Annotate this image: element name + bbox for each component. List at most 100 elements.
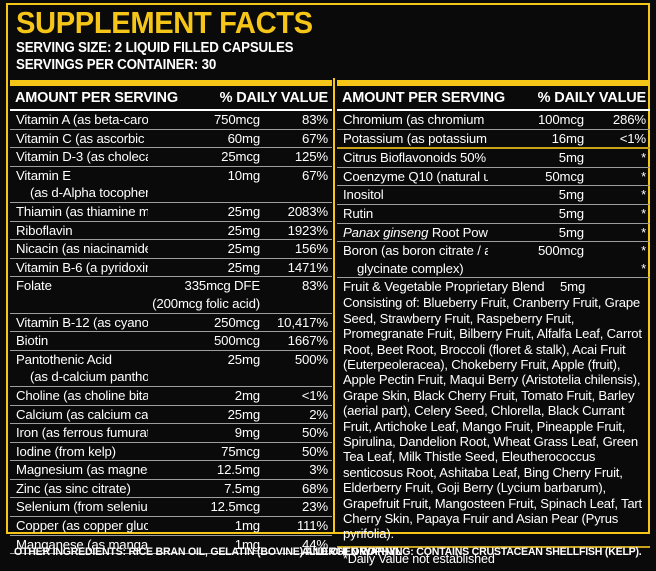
nutrient-amount: 1mg [234,518,260,534]
nutrient-name: Potassium (as potassium citrate) [343,130,488,146]
nutrient-daily-value: 2% [309,406,328,422]
allergen-warning-line: ALLERGEN WARNING: CONTAINS CRUSTACEAN SH… [302,546,642,558]
nutrient-row: Zinc (as sinc citrate) 7.5mg 68% [10,480,332,499]
nutrient-row: glycinate complex) * [337,260,650,279]
nutrient-daily-value: 3% [309,462,328,478]
nutrient-daily-value: 1471% [287,259,328,275]
proprietary-blend-name: Fruit & Vegetable Proprietary Blend [343,279,545,295]
nutrient-daily-value: 67% [302,130,328,146]
nutrient-row: Calcium (as calcium carbonate) 25mg 2% [10,406,332,425]
frame-border-top [6,3,650,5]
nutrient-amount: 1mg [234,536,260,552]
nutrient-daily-value: <1% [301,387,328,403]
nutrient-row: Rutin 5mg * [337,205,650,224]
nutrient-daily-value: * [641,260,646,276]
nutrient-row: (as d-calcium panthothenate) [10,368,332,387]
nutrient-amount: 25mg [227,203,261,219]
nutrient-name: Magnesium (as magnesium oxide) [16,462,148,478]
nutrient-name: Nicacin (as niacinamide) [16,241,148,257]
nutrient-name: glycinate complex) [357,260,464,276]
frame-border-bottom [6,532,650,534]
nutrient-name: Copper (as copper gluconate) [16,518,148,534]
nutrient-row: Vitamin B-12 (as cyanocobalamin) 250mcg 10… [10,314,332,333]
nutrient-amount: 500mcg [213,333,260,349]
panel-title: SUPPLEMENT FACTS [16,5,313,40]
proprietary-blend-ingredients: Consisting of: Blueberry Fruit, Cranberr… [343,295,642,542]
right-column-header: AMOUNT PER SERVING % DAILY VALUE [337,89,650,111]
servings-per-container-text: SERVINGS PER CONTAINER: 30 [16,57,217,73]
right-column-gold-bar [337,80,650,86]
nutrient-name: Thiamin (as thiamine mononitrate) [16,203,148,219]
nutrient-name: Vitamin C (as ascorbic acid) [16,130,148,146]
nutrient-amount: 60mg [227,130,261,146]
nutrient-name: Manganese (as manganese sulfate) [16,536,148,552]
nutrient-amount: 16mg [551,130,585,146]
nutrient-amount: 25mg [227,351,261,367]
nutrient-name: Citrus Bioflavonoids 50% Complex [343,150,488,166]
nutrient-amount: 9mg [234,425,260,441]
left-column-gold-bar [10,80,332,86]
nutrient-daily-value: 50% [302,443,328,459]
nutrient-daily-value: 10,417% [276,314,328,330]
nutrient-amount: 2mg [234,387,260,403]
nutrient-row: Pantothenic Acid 25mg 500% [10,351,332,369]
nutrient-name-latin: Panax ginseng [343,224,429,240]
nutrient-name: Iron (as ferrous fumurate) [16,425,148,441]
nutrient-amount: 75mcg [221,443,260,459]
nutrient-amount: 250mcg [213,314,260,330]
nutrient-row: Vitamin A (as beta-carotene) 750mcg 83% [10,111,332,130]
right-header-amount-label: AMOUNT PER SERVING [342,90,505,106]
nutrient-amount: 12.5mcg [210,499,260,515]
nutrient-row: Coenzyme Q10 (natural ubidicarenone) 50mc… [337,168,650,187]
nutrient-name: (as d-calcium panthothenate) [30,369,148,385]
nutrient-daily-value: * [641,224,646,240]
nutrient-row: Folate 335mcg DFE 83% [10,277,332,295]
nutrient-daily-value: 286% [612,112,646,127]
nutrient-name: Calcium (as calcium carbonate) [16,406,148,422]
nutrient-name: Vitamin A (as beta-carotene) [16,112,148,127]
nutrient-amount: 7.5mg [224,480,260,496]
nutrient-amount: 12.5mg [216,462,260,478]
nutrient-name: (as d-Alpha tocopheryl acetate) [30,185,148,201]
nutrient-amount: 50mcg [545,168,584,184]
nutrient-daily-value: 83% [302,278,328,294]
nutrient-name: Pantothenic Acid [16,351,112,367]
nutrient-row: Vitamin B-6 (a pyridoxine HCI) 25mg 1471% [10,259,332,278]
nutrient-row: Selenium (from selenium yeast) 12.5mcg 23% [10,498,332,518]
nutrient-amount: 25mg [227,259,261,275]
nutrient-name: Selenium (from selenium yeast) [16,499,148,515]
nutrient-row: Thiamin (as thiamine mononitrate) 25mg 208… [10,203,332,222]
footer-bar: OTHER INGREDIENTS: RICE BRAN OIL, GELATI… [0,540,656,571]
nutrient-daily-value: 83% [302,112,328,127]
nutrient-row: Nicacin (as niacinamide) 25mg 156% [10,240,332,259]
proprietary-blend-row: Fruit & Vegetable Proprietary Blend 5mg [337,278,650,295]
nutrient-amount: 25mg [227,406,261,422]
nutrient-daily-value: 125% [294,149,328,165]
right-header-dv-label: % DAILY VALUE [537,90,647,106]
nutrient-row: (as d-Alpha tocopheryl acetate) [10,184,332,203]
frame-divider-center [333,78,335,532]
nutrient-daily-value: 1923% [287,222,328,238]
nutrient-daily-value: 67% [302,167,328,183]
nutrient-daily-value: 156% [294,241,328,257]
proprietary-blend-amount: 5mg [560,279,586,295]
nutrient-row: Choline (as choline bitartrate) 2mg <1% [10,387,332,406]
nutrient-name: Vitamin E [16,167,71,183]
nutrient-amount: 750mcg [213,112,260,127]
left-column-header: AMOUNT PER SERVING % DAILY VALUE [10,89,332,111]
nutrient-daily-value: * [641,150,646,166]
nutrient-amount: (200mcg folic acid) [152,295,260,311]
right-nutrient-column: AMOUNT PER SERVING % DAILY VALUE Chromiu… [337,80,650,570]
nutrient-name: Vitamin B-12 (as cyanocobalamin) [16,314,148,330]
nutrient-name: Biotin [16,333,49,349]
footnote-divider: *Daily Value not established [337,545,650,570]
nutrient-daily-value: 500% [294,351,328,367]
left-nutrient-column: AMOUNT PER SERVING % DAILY VALUE Vitamin… [10,80,332,555]
frame-border-left [6,3,8,532]
nutrient-amount: 5mg [558,150,584,166]
nutrient-name: Iodine (from kelp) [16,443,116,459]
nutrient-name: Choline (as choline bitartrate) [16,387,148,403]
left-nutrient-rows: Vitamin A (as beta-carotene)750mcg83%Vit… [10,111,332,555]
frame-border-right [648,3,650,532]
other-ingredients-line: OTHER INGREDIENTS: RICE BRAN OIL, GELATI… [14,546,402,558]
